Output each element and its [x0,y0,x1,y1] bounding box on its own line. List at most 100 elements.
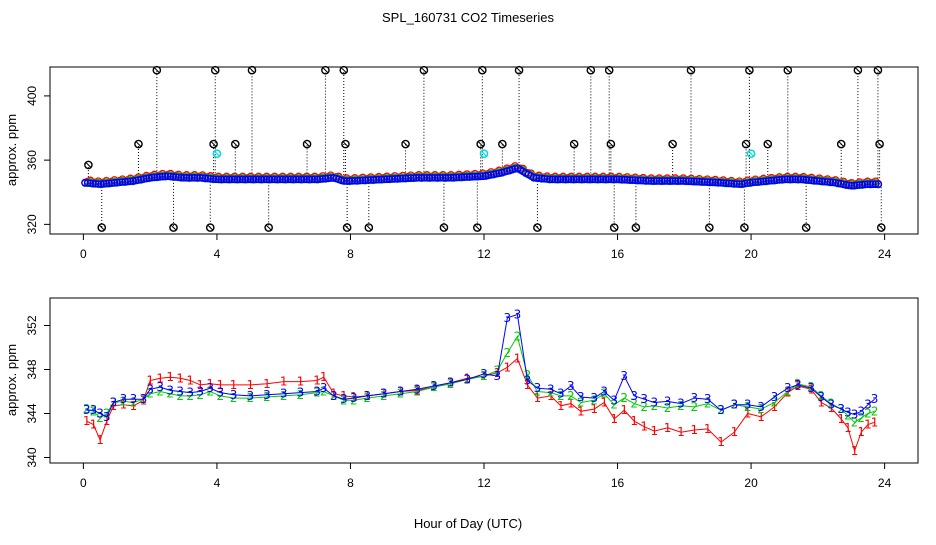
baseline-point-blue [642,176,650,185]
series-1-point-label: 1 [96,433,104,447]
baseline-point-blue [407,174,415,182]
series-1-point-label: 1 [120,398,128,412]
bottom-x-tick-label: 24 [878,476,892,490]
series-3-point-label: 3 [620,369,628,383]
baseline-point-blue [580,175,589,184]
series-3-point-label: 3 [610,393,618,407]
baseline-point-blue [871,180,880,189]
baseline-point-blue [89,179,97,188]
baseline-point-blue [415,173,423,182]
baseline-point-blue [105,179,113,188]
series-2-point-label: 2 [166,387,174,401]
baseline-point-blue [123,177,132,186]
series-2-point-label: 2 [103,407,111,421]
series-3-point-label: 3 [196,385,204,399]
top-x-tick-label: 8 [347,247,354,261]
baseline-point-blue [177,173,186,182]
baseline-point-blue [305,175,314,184]
spike-marker [364,223,374,232]
spike-marker [569,139,579,149]
baseline-point-blue [294,175,303,184]
baseline-point-blue [286,175,295,184]
baseline-point-blue [153,173,162,181]
series-3-point-label: 3 [313,385,321,399]
series-3-point-label: 3 [717,403,725,417]
series-3-point-label: 3 [83,403,91,417]
baseline-point-blue [268,175,276,184]
baseline-point-blue [172,173,180,181]
spike-marker [606,139,616,149]
series-3-point-label: 3 [103,410,111,424]
series-2-point-label: 2 [590,393,598,407]
spike-marker [401,139,410,149]
spike-marker-cross [611,225,617,231]
baseline-point-blue [107,179,116,187]
series-3-point-label: 3 [380,387,388,401]
spike-marker [230,139,240,149]
x-axis-title: Hour of Day (UTC) [414,516,522,531]
spike-marker [498,139,507,149]
baseline-point-blue [350,176,359,185]
bottom-y-tick-label: 348 [25,359,39,379]
baseline-point-blue [770,176,778,185]
series-1-point-label: 1 [230,378,238,392]
spike-marker-cross [212,67,218,73]
series-1-point-label: 1 [610,412,618,426]
baseline-point-blue [861,180,869,189]
baseline-point-blue [788,175,797,184]
series-2-point-label: 2 [871,404,879,418]
baseline-point-blue [372,175,381,184]
baseline-point-blue [441,173,450,182]
series-1-point-label: 1 [640,420,648,434]
baseline-point-blue [369,176,378,184]
series-2-point-label: 2 [827,397,835,411]
baseline-point-blue [751,178,760,187]
spike-marker [210,65,220,75]
series-3-point-label: 3 [176,385,184,399]
baseline-point-blue [599,175,608,184]
baseline-point-blue [83,179,92,187]
baseline-point-blue [417,173,426,182]
baseline-point-blue [180,173,188,182]
series-3-point-label: 3 [794,378,802,392]
series-1-point-label: 1 [717,435,725,449]
series-2-point-label: 2 [547,386,555,400]
series-2-point-label: 2 [677,399,685,413]
series-2-point-label: 2 [413,385,421,399]
baseline-point-blue [444,173,453,182]
top-y-tick-label: 400 [25,86,39,106]
baseline-point-blue [273,175,282,184]
cyan-point [746,149,756,159]
baseline-point-blue [529,173,538,182]
spike-marker-cross [207,225,213,231]
series-1-point-label: 1 [413,383,421,397]
series-1-point-label: 1 [650,424,658,438]
spike-marker-cross [266,225,272,231]
spike-marker [533,223,542,232]
baseline-point-blue [308,175,316,184]
baseline-point-blue [551,175,559,184]
baseline-point-blue [257,175,266,184]
series-3-point-label: 3 [691,391,699,405]
spike-marker [419,65,429,75]
baseline-point-blue [775,176,784,184]
baseline-point-blue [233,175,242,184]
series-2-point-label: 2 [610,398,618,412]
spike-marker-cross [855,67,861,73]
series-1-point-label: 1 [704,422,712,436]
baseline-point-blue [607,175,616,184]
series-2-point-label: 2 [704,397,712,411]
baseline-point-blue [663,177,672,185]
series-3-point-label: 3 [363,389,371,403]
baseline-point-blue [634,176,642,185]
baseline-point-blue [214,175,223,184]
series-1-point-label: 1 [534,391,542,405]
baseline-point-blue [169,172,178,181]
baseline-point-blue [374,175,383,184]
baseline-point-blue [593,175,602,184]
baseline-point-blue [564,175,573,184]
series-2-point-label: 2 [640,400,648,414]
baseline-point-blue [471,172,479,181]
top-plot-marks [81,65,886,232]
series-1-point-label: 1 [857,425,865,439]
